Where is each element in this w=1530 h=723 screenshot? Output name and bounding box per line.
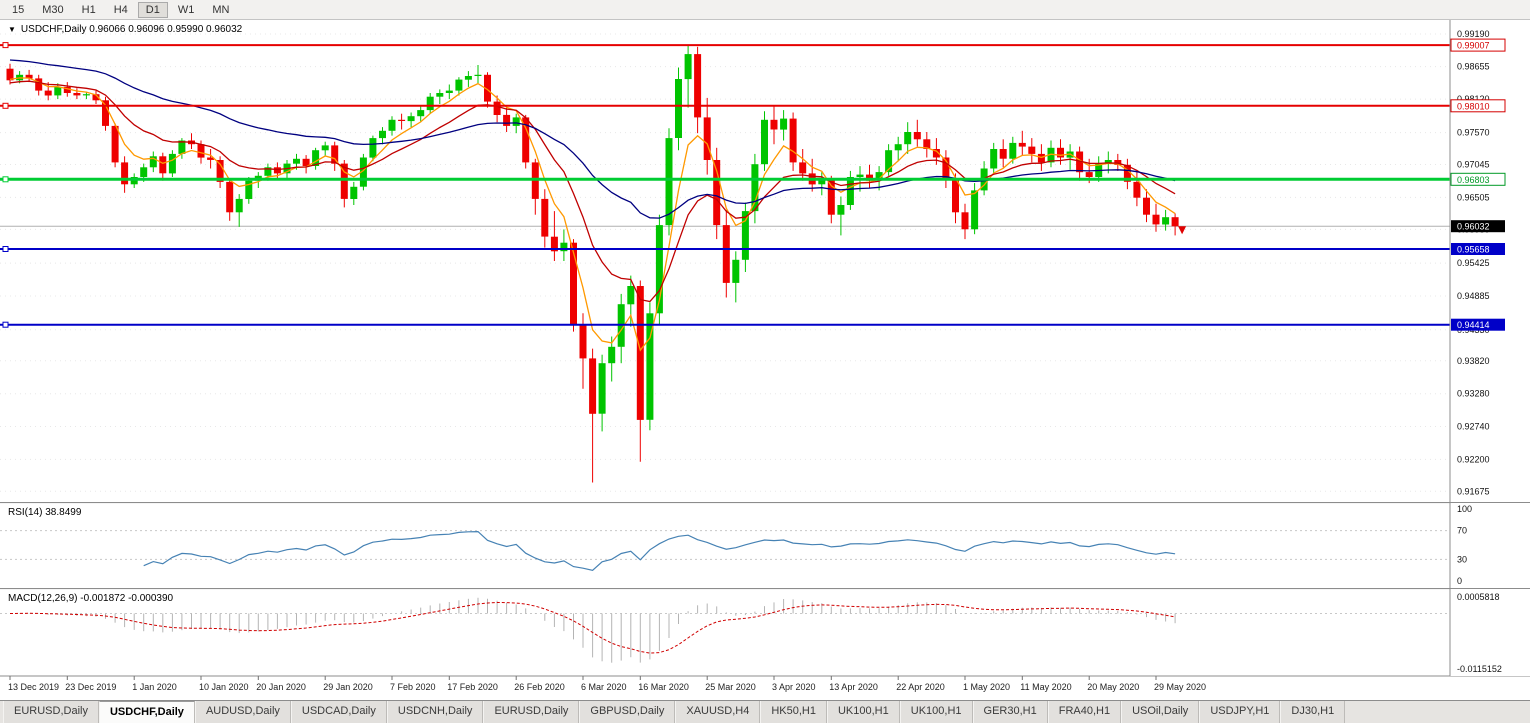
date-axis-label: 29 May 2020: [1154, 682, 1206, 692]
price-axis-tick: 0.92200: [1457, 454, 1490, 464]
price-axis-tick: 0.97570: [1457, 128, 1490, 138]
date-axis-label: 11 May 2020: [1020, 682, 1071, 692]
price-axis-tick: 0.92740: [1457, 422, 1490, 432]
period-button-H1[interactable]: H1: [81, 3, 96, 16]
date-axis-label: 1 Jan 2020: [132, 682, 177, 692]
macd-indicator-label: MACD(12,26,9) -0.001872 -0.000390: [8, 593, 174, 604]
chart-tab-usdchf-daily[interactable]: USDCHF,Daily: [98, 701, 195, 723]
price-axis-tick: 0.99190: [1457, 29, 1490, 39]
rsi-axis-label: 70: [1457, 526, 1467, 536]
chart-tab-dj30-h1[interactable]: DJ30,H1: [1280, 701, 1346, 723]
chart-tab-usdcnh-daily[interactable]: USDCNH,Daily: [386, 701, 484, 723]
price-axis-tick: 0.93280: [1457, 389, 1490, 399]
ma-slow-line: [9, 59, 1176, 219]
date-axis-label: 13 Dec 2019: [8, 682, 59, 692]
date-axis-label: 1 May 2020: [963, 682, 1010, 692]
date-axis-label: 20 Jan 2020: [256, 682, 306, 692]
svg-text:0.95658: 0.95658: [1457, 245, 1490, 255]
chart-tab-usdcad-daily[interactable]: USDCAD,Daily: [290, 701, 387, 723]
chart-canvas[interactable]: 13 Dec 2019 23 Dec 2019 1 Jan 2020 10 Jan 2…: [0, 20, 1530, 700]
chart-tab-uk100-h1[interactable]: UK100,H1: [826, 701, 900, 723]
date-axis-label: 23 Dec 2019: [65, 682, 116, 692]
horizontal-line-0.96803[interactable]: [0, 176, 1450, 183]
price-axis-tick: 0.93820: [1457, 356, 1490, 366]
date-axis-label: 7 Feb 2020: [390, 682, 436, 692]
horizontal-line-0.95658[interactable]: [0, 246, 1450, 252]
price-axis-tick: 0.98655: [1457, 62, 1490, 72]
period-button-W1[interactable]: W1: [177, 3, 195, 16]
svg-text:0.99007: 0.99007: [1457, 41, 1490, 51]
period-button-15[interactable]: 15: [12, 3, 25, 16]
date-axis-label: 16 Mar 2020: [638, 682, 689, 692]
macd-axis-label-top: 0.0005818: [1457, 592, 1500, 602]
chart-tab-xauusd-h4[interactable]: XAUUSD,H4: [675, 701, 761, 723]
price-axis-tick: 0.97045: [1457, 160, 1490, 170]
date-axis-label: 20 May 2020: [1087, 682, 1139, 692]
date-axis-label: 3 Apr 2020: [772, 682, 816, 692]
period-button-MN[interactable]: MN: [212, 3, 230, 16]
current-price-label: 0.96032: [1451, 220, 1505, 233]
date-axis-label: 10 Jan 2020: [199, 682, 249, 692]
horizontal-line-0.94414[interactable]: [0, 321, 1450, 328]
horizontal-line-0.98010[interactable]: [0, 102, 1450, 109]
macd-histogram: [19, 597, 1176, 663]
hline-price-label: 0.98010: [1450, 99, 1506, 113]
price-axis-tick: 0.91675: [1457, 486, 1490, 496]
chart-tab-fra40-h1[interactable]: FRA40,H1: [1047, 701, 1122, 723]
date-axis-label: 29 Jan 2020: [323, 682, 373, 692]
horizontal-line-0.99007[interactable]: [0, 42, 1450, 49]
period-button-D1[interactable]: D1: [137, 1, 168, 18]
chart-tab-gbpusd-daily[interactable]: GBPUSD,Daily: [579, 701, 676, 723]
price-down-arrow-icon: [1178, 226, 1187, 235]
hline-price-label: 0.99007: [1450, 38, 1506, 52]
chart-header: ▼ USDCHF,Daily 0.96066 0.96096 0.95990 0.…: [8, 24, 242, 35]
timeframe-toolbar: 15 M30 H1 H4 D1 W1 MN: [0, 0, 1530, 20]
rsi-line: [143, 530, 1176, 571]
chart-tab-usdjpy-h1[interactable]: USDJPY,H1: [1199, 701, 1281, 723]
period-button-M30[interactable]: M30: [42, 3, 64, 16]
date-axis-label: 6 Mar 2020: [581, 682, 627, 692]
price-axis-tick: 0.95425: [1457, 258, 1490, 268]
chart-window: 13 Dec 2019 23 Dec 2019 1 Jan 2020 10 Jan 2…: [0, 20, 1530, 700]
date-axis-label: 26 Feb 2020: [514, 682, 565, 692]
date-axis-label: 25 Mar 2020: [705, 682, 756, 692]
chart-tab-hk50-h1[interactable]: HK50,H1: [760, 701, 827, 723]
price-axis-tick: 0.96505: [1457, 192, 1490, 202]
chart-tab-uk100-h1[interactable]: UK100,H1: [899, 701, 973, 723]
rsi-axis-label: 100: [1457, 504, 1472, 514]
chart-tab-audusd-daily[interactable]: AUDUSD,Daily: [194, 701, 291, 723]
chart-tab-ger30-h1[interactable]: GER30,H1: [972, 701, 1048, 723]
hline-price-label: 0.96803: [1450, 172, 1506, 186]
price-axis-tick: 0.94885: [1457, 291, 1490, 301]
price-axis-tick: 0.98120: [1457, 94, 1490, 104]
hline-price-label: 0.94414: [1451, 318, 1505, 331]
svg-text:0.98010: 0.98010: [1457, 101, 1490, 111]
svg-text:0.94414: 0.94414: [1457, 320, 1490, 330]
period-button-H4[interactable]: H4: [113, 3, 128, 16]
chart-tab-eurusd-daily[interactable]: EURUSD,Daily: [483, 701, 580, 723]
rsi-indicator-label: RSI(14) 38.8499: [8, 507, 82, 518]
svg-text:0.96803: 0.96803: [1457, 175, 1490, 185]
ma-fast-line: [9, 77, 1176, 352]
chart-dropdown-icon[interactable]: ▼: [8, 25, 16, 34]
rsi-axis-label: 0: [1457, 576, 1462, 586]
date-axis-label: 13 Apr 2020: [829, 682, 878, 692]
chart-ohlc-label: USDCHF,Daily 0.96066 0.96096 0.95990 0.9…: [20, 24, 243, 35]
chart-tab-eurusd-daily[interactable]: EURUSD,Daily: [3, 701, 99, 723]
chart-tab-usoil-daily[interactable]: USOil,Daily: [1121, 701, 1200, 723]
date-axis-label: 22 Apr 2020: [896, 682, 945, 692]
rsi-axis-label: 30: [1457, 554, 1467, 564]
macd-signal-line: [9, 601, 1176, 654]
macd-axis-label-bottom: -0.0115152: [1457, 664, 1502, 674]
chart-tab-bar: EURUSD,Daily USDCHF,Daily AUDUSD,Daily USDC…: [0, 700, 1530, 723]
date-axis-label: 17 Feb 2020: [447, 682, 498, 692]
svg-text:0.96032: 0.96032: [1457, 222, 1490, 232]
hline-price-label: 0.95658: [1451, 243, 1505, 255]
